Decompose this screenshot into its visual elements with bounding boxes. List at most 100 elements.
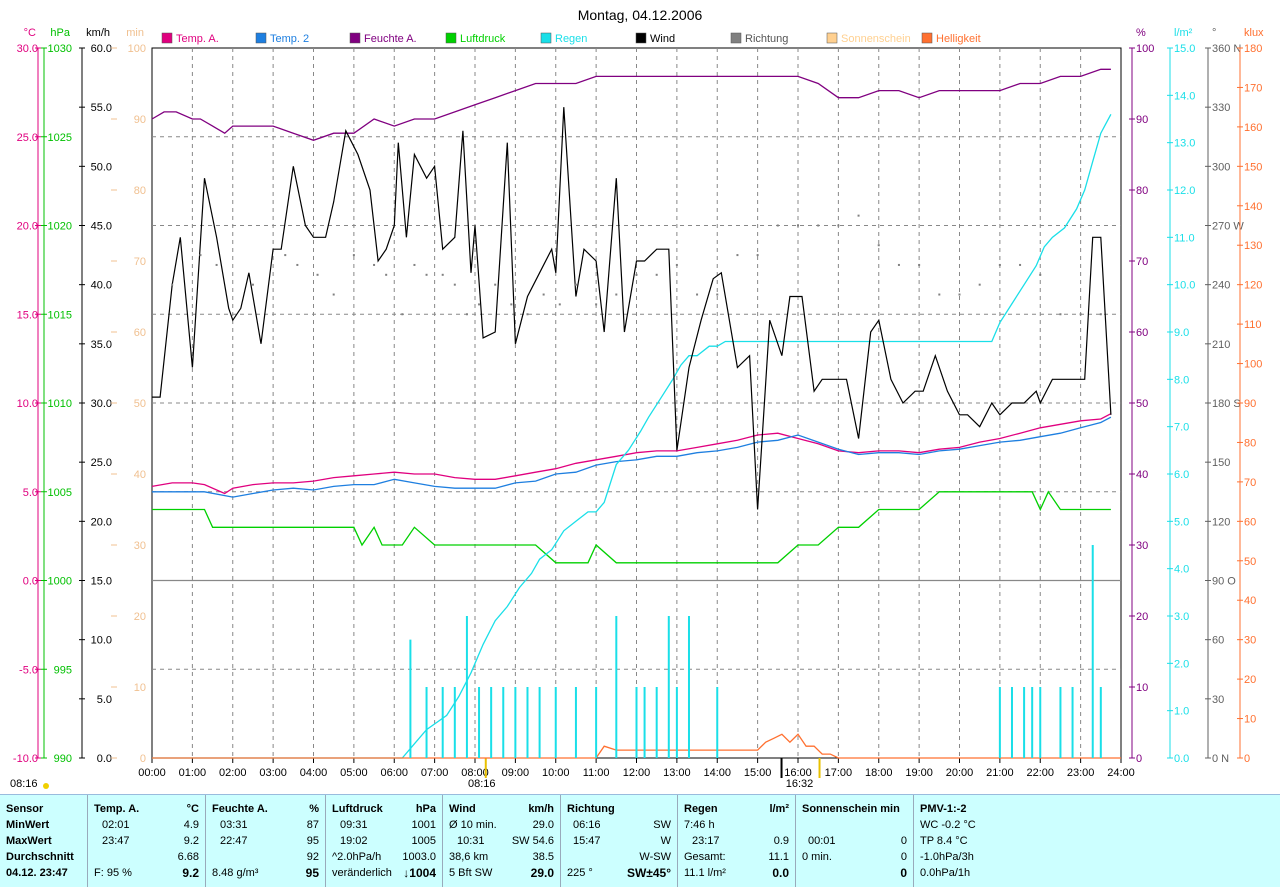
feuchte-max-time: 22:47 <box>220 835 248 847</box>
right-tick-label: 60 <box>1212 635 1224 647</box>
right-tick-label: 10 <box>1136 682 1148 694</box>
left-tick-label: -5.0 <box>19 664 38 676</box>
legend-swatch <box>349 32 361 44</box>
right-tick-label: 120 <box>1244 280 1262 292</box>
left-axis-unit: km/h <box>86 27 110 39</box>
left-tick-label: 1005 <box>48 487 72 499</box>
wind-max-time: 10:31 <box>457 835 485 847</box>
left-tick-label: 20.0 <box>91 516 112 528</box>
x-tick-label: 08:00 <box>461 767 489 779</box>
right-tick-label: 4.0 <box>1174 564 1189 576</box>
right-tick-label: 0 <box>1136 753 1142 765</box>
richtung-point <box>696 293 699 296</box>
regen-line <box>152 113 1112 759</box>
luftdruck-header: Luftdruck <box>332 803 383 815</box>
right-tick-label: 270 W <box>1212 221 1244 233</box>
richtung-point <box>1039 273 1042 276</box>
summary-col-luftdruck: Luftdruck hPa 09:31 1001 19:02 1005 ^2.0hPa… <box>325 795 442 887</box>
right-tick-label: 180 S <box>1212 398 1241 410</box>
sonne-cur-value: 0 <box>900 866 907 880</box>
regen-duration: 7:46 h <box>684 819 715 831</box>
regen-max-time: 23:17 <box>692 835 720 847</box>
richtung-point <box>776 224 779 227</box>
right-tick-label: 60 <box>1244 516 1256 528</box>
right-tick-label: 330 <box>1212 102 1230 114</box>
legend-swatch <box>826 32 838 44</box>
richtung-point <box>716 293 719 296</box>
richtung-point <box>558 303 561 306</box>
sensor-current: 04.12. 23:47 <box>6 867 68 879</box>
right-tick-label: 2.0 <box>1174 658 1189 670</box>
right-axis-unit: ° <box>1212 27 1216 39</box>
temp-2-line <box>152 416 1112 498</box>
left-tick-label: 50 <box>134 398 146 410</box>
summary-col-wind: Wind km/h Ø 10 min. 29.0 10:31 SW 54.6 38,6… <box>442 795 560 887</box>
sensor-minwert: MinWert <box>6 819 50 831</box>
legend-swatch <box>635 32 647 44</box>
helligkeit-line <box>152 733 1121 759</box>
richtung-point <box>401 313 404 316</box>
left-tick-label: 1015 <box>48 309 72 321</box>
left-tick-label: 90 <box>134 114 146 126</box>
x-tick-label: 22:00 <box>1026 767 1054 779</box>
chart-title: Montag, 04.12.2006 <box>578 7 703 23</box>
left-tick-label: 15.0 <box>91 576 112 588</box>
temp-a-line <box>151 413 1112 495</box>
richtung-point <box>595 303 598 306</box>
right-tick-label: 30 <box>1212 694 1224 706</box>
richtung-point <box>817 224 820 227</box>
x-tick-label: 18:00 <box>865 767 893 779</box>
legend-label: Wind <box>650 33 675 45</box>
right-tick-label: 14.0 <box>1174 90 1195 102</box>
left-tick-label: 1000 <box>48 576 72 588</box>
wind-line <box>152 107 1112 510</box>
luftdruck-unit: hPa <box>415 803 436 815</box>
left-tick-label: 60 <box>134 327 146 339</box>
temp-header: Temp. A. <box>94 803 140 815</box>
left-tick-label: 40 <box>134 469 146 481</box>
right-tick-label: 110 <box>1244 319 1262 331</box>
sonne-header: Sonnenschein min <box>802 803 900 815</box>
summary-col-richtung: Richtung 06:16 SW 15:47 W W-SW 225 ° SW±45° <box>560 795 677 887</box>
luftdruck-line <box>152 490 1111 564</box>
left-tick-label: 1025 <box>48 132 72 144</box>
feuchte-cur-label: 8.48 g/m³ <box>212 867 259 879</box>
left-tick-label: 25.0 <box>17 132 38 144</box>
richtung-point <box>857 214 860 217</box>
left-axis-unit: °C <box>24 27 36 39</box>
pmv-header: PMV-1:-2 <box>920 803 967 815</box>
regen-total-amount: 11.1 l/m² <box>684 867 726 879</box>
right-tick-label: 80 <box>1244 437 1256 449</box>
temp-cur-label: F: 95 % <box>94 867 132 879</box>
x-tick-label: 06:00 <box>380 767 408 779</box>
richtung-point <box>251 283 254 286</box>
sonne-max-time: 00:01 <box>808 835 836 847</box>
summary-col-temp: Temp. A. °C 02:01 4.9 23:47 9.2 6.68 F: 95 … <box>87 795 205 887</box>
right-tick-label: 30 <box>1136 540 1148 552</box>
left-tick-label: 40.0 <box>91 280 112 292</box>
summary-col-sensor: Sensor MinWert MaxWert Durchschnitt 04.1… <box>0 795 87 887</box>
right-tick-label: 40 <box>1136 469 1148 481</box>
richtung-point <box>494 283 497 286</box>
feuchte-avg-value: 92 <box>306 851 319 863</box>
summary-table: Sensor MinWert MaxWert Durchschnitt 04.1… <box>0 794 1280 887</box>
legend-label: Richtung <box>745 33 788 45</box>
richtung-point <box>797 224 799 227</box>
feuchte-cur-value: 95 <box>305 866 319 880</box>
legend-label: Sonnenschein <box>841 33 911 45</box>
feuchte-a-line <box>151 68 1111 141</box>
feuchte-unit: % <box>309 803 319 815</box>
feuchte-max-value: 95 <box>306 835 319 847</box>
temp-unit: °C <box>186 803 199 815</box>
legend-swatch <box>730 32 742 44</box>
x-tick-label: 01:00 <box>179 767 207 779</box>
right-tick-label: 70 <box>1244 477 1256 489</box>
legend-label: Temp. 2 <box>270 33 309 45</box>
regen-max-value: 0.9 <box>773 835 789 847</box>
x-tick-label: 11:00 <box>583 767 610 779</box>
regen-total-value: 11.1 <box>768 851 789 863</box>
x-tick-label: 07:00 <box>421 767 449 779</box>
richtung-point <box>635 273 638 276</box>
left-tick-label: 1020 <box>48 221 72 233</box>
left-tick-label: 15.0 <box>17 309 38 321</box>
